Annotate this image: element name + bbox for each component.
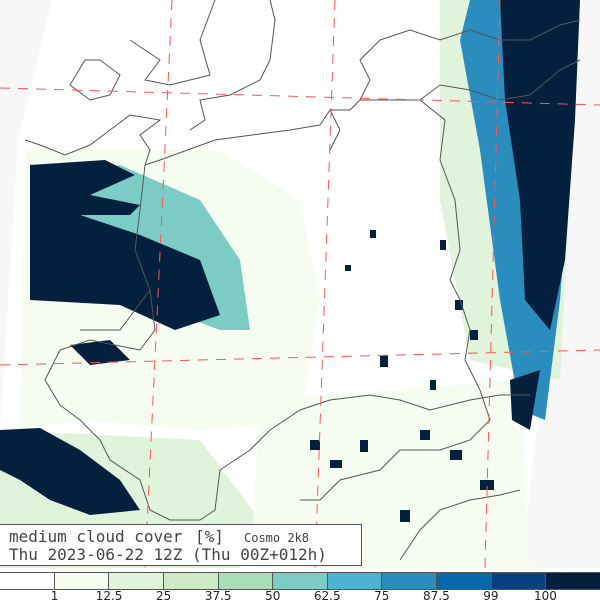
cloud-cover-map (0, 0, 600, 568)
colorbar-tick-label: 37.5 (204, 589, 232, 603)
colorbar-swatch (490, 573, 546, 589)
colorbar-tick-label: 62.5 (313, 589, 341, 603)
model-label: Cosmo 2k8 (244, 531, 310, 545)
colorbar-tick-label: 100 (534, 589, 557, 603)
colorbar-tick-label: 1 (50, 589, 59, 603)
variable-title: medium cloud cover (9, 527, 183, 546)
valid-time: Thu 2023-06-22 12Z (Thu 00Z+012h) (9, 545, 327, 564)
colorbar-swatch (0, 573, 54, 589)
colorbar-swatch (545, 573, 600, 589)
colorbar-ticks: 1 12.5 25 37.5 50 62.5 75 87.5 99 100 (0, 589, 600, 603)
title-box: medium cloud cover [%] Cosmo 2k8 Thu 202… (0, 524, 362, 566)
colorbar-swatch (162, 573, 218, 589)
colorbar-tick-label: 75 (374, 589, 390, 603)
unit-label: [%] (195, 527, 224, 546)
colorbar-tick-label: 99 (483, 589, 499, 603)
colorbar-tick-label: 87.5 (423, 589, 450, 603)
colorbar-swatch (108, 573, 163, 589)
colorbar-swatch (272, 573, 327, 589)
colorbar-tick-label: 12.5 (95, 589, 123, 603)
colorbar-swatch (381, 573, 437, 589)
colorbar-tick-label: 25 (155, 589, 172, 603)
lat-lon-gridlines (0, 0, 600, 568)
cloud-field (0, 0, 580, 568)
colorbar (0, 572, 600, 590)
colorbar-swatch (53, 573, 109, 589)
colorbar-swatch (326, 573, 382, 589)
colorbar-swatch (436, 573, 491, 589)
coastlines-borders (24, 0, 581, 561)
colorbar-tick-label: 50 (265, 589, 281, 603)
colorbar-swatch (217, 573, 273, 589)
